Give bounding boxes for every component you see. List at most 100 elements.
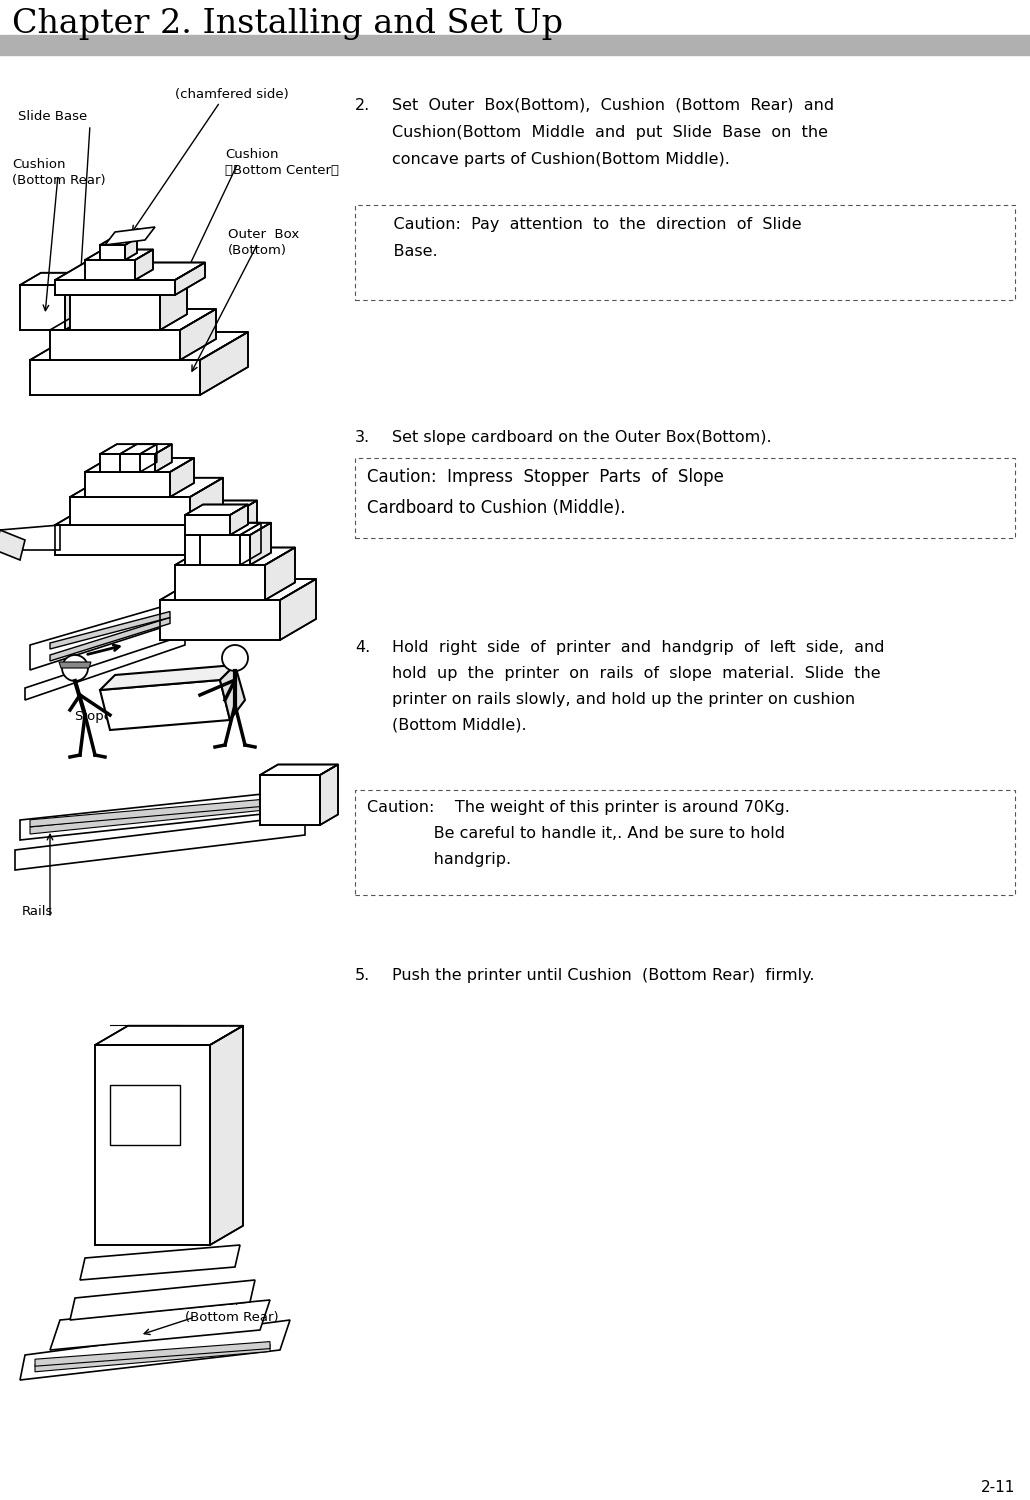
Polygon shape <box>160 279 187 330</box>
Polygon shape <box>135 249 153 280</box>
Polygon shape <box>59 662 91 668</box>
Polygon shape <box>65 273 85 330</box>
FancyBboxPatch shape <box>355 458 1015 538</box>
Polygon shape <box>85 472 170 496</box>
Polygon shape <box>170 458 194 497</box>
Text: Rails: Rails <box>22 904 54 918</box>
Polygon shape <box>55 525 215 555</box>
Polygon shape <box>25 634 185 700</box>
Polygon shape <box>30 332 248 360</box>
Polygon shape <box>95 1046 210 1245</box>
Polygon shape <box>85 260 135 280</box>
Polygon shape <box>260 765 338 776</box>
Bar <box>110 1084 180 1144</box>
Text: 3.: 3. <box>355 430 370 445</box>
Circle shape <box>62 656 88 681</box>
Text: Caution:  Impress  Stopper  Parts  of  Slope
Cardboard to Cushion (Middle).: Caution: Impress Stopper Parts of Slope … <box>367 468 724 516</box>
Polygon shape <box>320 765 338 825</box>
Polygon shape <box>80 1245 240 1280</box>
Polygon shape <box>50 309 216 330</box>
Text: (chamfered side): (chamfered side) <box>175 88 288 101</box>
Polygon shape <box>190 477 224 525</box>
Text: 2.: 2. <box>355 98 370 112</box>
Polygon shape <box>20 285 65 330</box>
Polygon shape <box>200 524 271 536</box>
Text: Chapter 2. Installing and Set Up: Chapter 2. Installing and Set Up <box>12 8 563 40</box>
Polygon shape <box>70 1280 255 1320</box>
Polygon shape <box>30 360 200 394</box>
Polygon shape <box>30 798 285 826</box>
Text: 5.: 5. <box>355 968 370 982</box>
Polygon shape <box>0 525 60 550</box>
Polygon shape <box>85 458 194 472</box>
Polygon shape <box>50 612 170 650</box>
Polygon shape <box>55 280 175 296</box>
Polygon shape <box>100 680 230 730</box>
Polygon shape <box>35 1341 270 1366</box>
Polygon shape <box>100 238 137 244</box>
Text: Set  Outer  Box(Bottom),  Cushion  (Bottom  Rear)  and
Cushion(Bottom  Middle  a: Set Outer Box(Bottom), Cushion (Bottom R… <box>392 98 834 166</box>
Polygon shape <box>50 618 170 662</box>
Polygon shape <box>50 1300 270 1350</box>
Polygon shape <box>35 1344 270 1372</box>
Text: Cushion
(Bottom Rear): Cushion (Bottom Rear) <box>185 1294 279 1324</box>
Polygon shape <box>210 1026 243 1245</box>
Polygon shape <box>175 548 295 566</box>
Polygon shape <box>100 454 140 472</box>
Polygon shape <box>20 1320 290 1380</box>
Polygon shape <box>180 309 216 360</box>
Text: Slide Base: Slide Base <box>18 110 88 123</box>
Polygon shape <box>100 244 125 260</box>
Polygon shape <box>175 566 265 600</box>
Polygon shape <box>125 238 137 260</box>
Text: Set slope cardboard on the Outer Box(Bottom).: Set slope cardboard on the Outer Box(Bot… <box>392 430 771 445</box>
Polygon shape <box>154 444 172 472</box>
Polygon shape <box>100 444 157 454</box>
Polygon shape <box>70 496 190 525</box>
Polygon shape <box>105 226 154 244</box>
Polygon shape <box>70 296 160 330</box>
Polygon shape <box>70 279 187 296</box>
Polygon shape <box>185 524 261 536</box>
Polygon shape <box>200 536 250 566</box>
Polygon shape <box>121 444 172 454</box>
Polygon shape <box>185 504 248 515</box>
Text: Slope Cardboard: Slope Cardboard <box>74 710 185 723</box>
Polygon shape <box>185 536 240 566</box>
Polygon shape <box>30 801 285 834</box>
Text: 4.: 4. <box>355 640 370 656</box>
Polygon shape <box>140 444 157 472</box>
Polygon shape <box>240 524 261 566</box>
Polygon shape <box>0 530 25 560</box>
Polygon shape <box>260 776 320 825</box>
Polygon shape <box>160 600 280 640</box>
Text: Cushion
(Bottom Rear): Cushion (Bottom Rear) <box>12 158 106 188</box>
Polygon shape <box>30 600 185 670</box>
Polygon shape <box>50 330 180 360</box>
Polygon shape <box>100 664 235 690</box>
Polygon shape <box>55 262 205 280</box>
Polygon shape <box>200 332 248 394</box>
Polygon shape <box>265 548 295 600</box>
Polygon shape <box>280 579 316 640</box>
Polygon shape <box>20 790 300 840</box>
Circle shape <box>222 645 248 670</box>
Text: 2-11: 2-11 <box>981 1480 1015 1496</box>
Polygon shape <box>175 262 205 296</box>
Polygon shape <box>85 249 153 259</box>
Text: Caution:  Pay  attention  to  the  direction  of  Slide
    Base.: Caution: Pay attention to the direction … <box>373 217 801 259</box>
Text: Hold  right  side  of  printer  and  handgrip  of  left  side,  and
hold  up  th: Hold right side of printer and handgrip … <box>392 640 885 732</box>
Polygon shape <box>250 524 271 566</box>
Polygon shape <box>70 477 224 496</box>
Text: Cushion
（Bottom Center）: Cushion （Bottom Center） <box>225 148 339 177</box>
Polygon shape <box>95 1026 243 1045</box>
Polygon shape <box>185 514 230 535</box>
Bar <box>0 34 1030 56</box>
Polygon shape <box>55 501 258 525</box>
FancyBboxPatch shape <box>355 790 1015 895</box>
Text: Push the printer until Cushion  (Bottom Rear)  firmly.: Push the printer until Cushion (Bottom R… <box>392 968 815 982</box>
FancyBboxPatch shape <box>355 206 1015 300</box>
Polygon shape <box>121 454 154 472</box>
Polygon shape <box>15 815 305 870</box>
Polygon shape <box>230 504 248 536</box>
